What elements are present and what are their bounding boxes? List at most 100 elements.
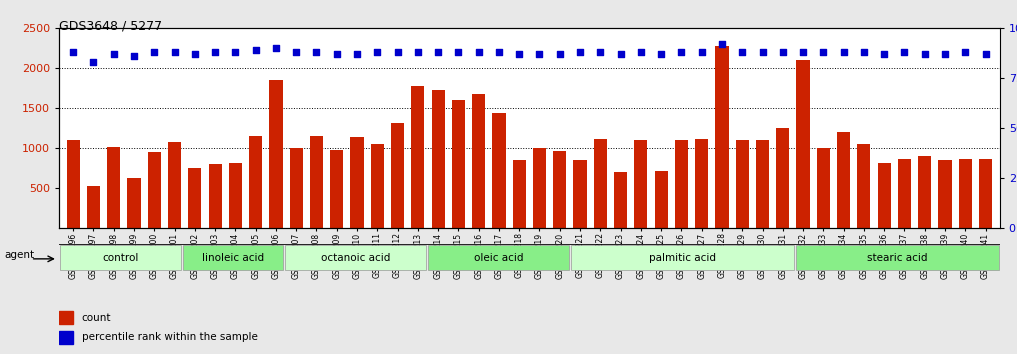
Bar [351, 137, 364, 228]
Point [430, 50, 446, 55]
Point [247, 47, 263, 53]
Bar [492, 113, 505, 228]
Point [937, 51, 953, 57]
Point [390, 50, 406, 55]
Point [106, 51, 122, 57]
Point [916, 51, 933, 57]
Point [795, 50, 812, 55]
Bar [572, 245, 794, 270]
Point [167, 50, 183, 55]
Point [146, 50, 163, 55]
Text: agent: agent [5, 250, 35, 260]
Text: control: control [102, 252, 138, 263]
Point [369, 50, 385, 55]
Text: octanoic acid: octanoic acid [320, 252, 391, 263]
Bar [635, 139, 648, 228]
Bar [428, 245, 570, 270]
Bar [614, 172, 627, 228]
Bar [285, 245, 426, 270]
Bar [776, 129, 789, 228]
Bar [59, 312, 73, 324]
Bar [147, 152, 161, 228]
Text: GDS3648 / 5277: GDS3648 / 5277 [59, 19, 162, 33]
Bar [837, 132, 850, 228]
Point [207, 50, 224, 55]
Bar [331, 149, 344, 228]
Point [734, 50, 751, 55]
Point [531, 51, 547, 57]
Bar [796, 60, 810, 228]
Bar [533, 148, 546, 228]
Point [673, 50, 690, 55]
Bar [60, 245, 181, 270]
Point [816, 50, 832, 55]
Point [592, 50, 608, 55]
Point [349, 51, 365, 57]
Point [653, 51, 669, 57]
Bar [796, 245, 999, 270]
Bar [715, 46, 728, 228]
Bar [513, 160, 526, 228]
Bar [431, 90, 444, 228]
Bar [310, 136, 323, 228]
Point [633, 50, 649, 55]
Point [551, 51, 567, 57]
Bar [655, 171, 668, 228]
Text: percentile rank within the sample: percentile rank within the sample [82, 332, 257, 342]
Bar [59, 331, 73, 343]
Point [755, 50, 771, 55]
Point [451, 50, 467, 55]
Bar [208, 164, 222, 228]
Text: palmitic acid: palmitic acid [649, 252, 716, 263]
Point [410, 50, 426, 55]
Point [65, 50, 81, 55]
Text: linoleic acid: linoleic acid [201, 252, 263, 263]
Bar [898, 159, 911, 228]
Point [775, 50, 791, 55]
Point [572, 50, 588, 55]
Point [126, 53, 142, 59]
Bar [391, 123, 404, 228]
Point [187, 51, 203, 57]
Text: oleic acid: oleic acid [474, 252, 524, 263]
Bar [472, 94, 485, 228]
Bar [66, 140, 79, 228]
Point [267, 46, 284, 51]
Bar [229, 163, 242, 228]
Bar [594, 139, 607, 228]
Bar [188, 169, 201, 228]
Bar [182, 245, 283, 270]
Bar [857, 144, 871, 228]
Point [694, 50, 710, 55]
Bar [878, 163, 891, 228]
Point [977, 51, 994, 57]
Point [288, 50, 304, 55]
Point [835, 50, 851, 55]
Bar [371, 143, 383, 228]
Bar [452, 100, 465, 228]
Text: count: count [82, 313, 112, 323]
Bar [249, 136, 262, 228]
Bar [918, 156, 932, 228]
Bar [107, 147, 120, 228]
Point [512, 51, 528, 57]
Point [227, 50, 243, 55]
Bar [817, 148, 830, 228]
Point [85, 59, 102, 65]
Bar [979, 159, 993, 228]
Bar [168, 142, 181, 228]
Bar [86, 186, 100, 228]
Point [855, 50, 872, 55]
Point [714, 41, 730, 47]
Bar [553, 151, 566, 228]
Point [328, 51, 345, 57]
Bar [756, 140, 769, 228]
Bar [127, 177, 140, 228]
Point [308, 50, 324, 55]
Bar [411, 86, 424, 228]
Bar [735, 139, 749, 228]
Bar [675, 140, 687, 228]
Point [471, 50, 487, 55]
Bar [574, 160, 587, 228]
Bar [939, 160, 952, 228]
